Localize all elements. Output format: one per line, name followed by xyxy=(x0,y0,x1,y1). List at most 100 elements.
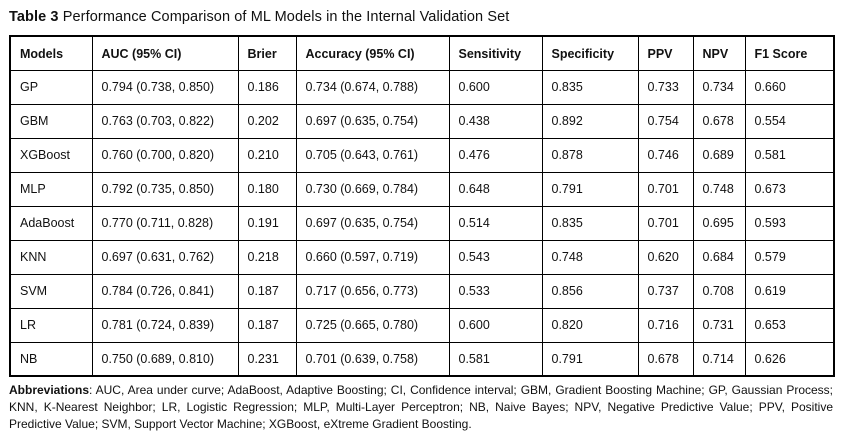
metric-value-cell: 0.730 (0.669, 0.784) xyxy=(295,171,450,207)
column-header: Sensitivity xyxy=(448,35,543,71)
metric-value-cell: 0.717 (0.656, 0.773) xyxy=(295,273,450,309)
metric-value-cell: 0.791 xyxy=(541,171,639,207)
metric-value-cell: 0.748 xyxy=(541,239,639,275)
footnote: Abbreviations: AUC, Area under curve; Ad… xyxy=(9,382,833,433)
table-row: AdaBoost 0.770 (0.711, 0.828) 0.191 0.697 (… xyxy=(9,205,835,241)
model-name-cell: KNN xyxy=(9,239,93,275)
metric-value-cell: 0.733 xyxy=(637,69,694,105)
table-row: GBM 0.763 (0.703, 0.822) 0.202 0.697 (0.635… xyxy=(9,103,835,139)
metric-value-cell: 0.781 (0.724, 0.839) xyxy=(91,307,239,343)
column-header: Models xyxy=(9,35,93,71)
column-header: F1 Score xyxy=(744,35,835,71)
metric-value-cell: 0.701 xyxy=(637,205,694,241)
metric-value-cell: 0.533 xyxy=(448,273,543,309)
metric-value-cell: 0.695 xyxy=(692,205,746,241)
model-name-cell: LR xyxy=(9,307,93,343)
metric-value-cell: 0.760 (0.700, 0.820) xyxy=(91,137,239,173)
metric-value-cell: 0.714 xyxy=(692,341,746,377)
metric-value-cell: 0.792 (0.735, 0.850) xyxy=(91,171,239,207)
metric-value-cell: 0.892 xyxy=(541,103,639,139)
model-name-cell: MLP xyxy=(9,171,93,207)
metric-value-cell: 0.648 xyxy=(448,171,543,207)
metric-value-cell: 0.202 xyxy=(237,103,297,139)
model-name-cell: GP xyxy=(9,69,93,105)
model-name-cell: NB xyxy=(9,341,93,377)
metric-value-cell: 0.770 (0.711, 0.828) xyxy=(91,205,239,241)
metric-value-cell: 0.210 xyxy=(237,137,297,173)
table-row: KNN 0.697 (0.631, 0.762) 0.218 0.660 (0.597… xyxy=(9,239,835,275)
metric-value-cell: 0.678 xyxy=(637,341,694,377)
metric-value-cell: 0.593 xyxy=(744,205,835,241)
metric-value-cell: 0.708 xyxy=(692,273,746,309)
model-name-cell: SVM xyxy=(9,273,93,309)
table-row: GP 0.794 (0.738, 0.850) 0.186 0.734 (0.674,… xyxy=(9,69,835,105)
metric-value-cell: 0.514 xyxy=(448,205,543,241)
metric-value-cell: 0.689 xyxy=(692,137,746,173)
metric-value-cell: 0.784 (0.726, 0.841) xyxy=(91,273,239,309)
metric-value-cell: 0.737 xyxy=(637,273,694,309)
table-row: MLP 0.792 (0.735, 0.850) 0.180 0.730 (0.669… xyxy=(9,171,835,207)
column-header: Brier xyxy=(237,35,297,71)
column-header: AUC (95% CI) xyxy=(91,35,239,71)
metric-value-cell: 0.600 xyxy=(448,69,543,105)
table-row: XGBoost 0.760 (0.700, 0.820) 0.210 0.705 (0… xyxy=(9,137,835,173)
table-row: SVM 0.784 (0.726, 0.841) 0.187 0.717 (0.656… xyxy=(9,273,835,309)
model-name-cell: GBM xyxy=(9,103,93,139)
metric-value-cell: 0.626 xyxy=(744,341,835,377)
metric-value-cell: 0.705 (0.643, 0.761) xyxy=(295,137,450,173)
metric-value-cell: 0.684 xyxy=(692,239,746,275)
metric-value-cell: 0.856 xyxy=(541,273,639,309)
metric-value-cell: 0.734 xyxy=(692,69,746,105)
metric-value-cell: 0.581 xyxy=(744,137,835,173)
column-header: Accuracy (95% CI) xyxy=(295,35,450,71)
metric-value-cell: 0.791 xyxy=(541,341,639,377)
metric-value-cell: 0.187 xyxy=(237,273,297,309)
column-header: NPV xyxy=(692,35,746,71)
metric-value-cell: 0.554 xyxy=(744,103,835,139)
metric-value-cell: 0.697 (0.631, 0.762) xyxy=(91,239,239,275)
performance-table: Models AUC (95% CI) Brier Accuracy (95% CI)… xyxy=(9,35,835,378)
metric-value-cell: 0.754 xyxy=(637,103,694,139)
table-caption: Performance Comparison of ML Models in t… xyxy=(62,9,510,25)
table-body: GP 0.794 (0.738, 0.850) 0.186 0.734 (0.674,… xyxy=(9,69,835,377)
metric-value-cell: 0.600 xyxy=(448,307,543,343)
metric-value-cell: 0.653 xyxy=(744,307,835,343)
metric-value-cell: 0.543 xyxy=(448,239,543,275)
metric-value-cell: 0.750 (0.689, 0.810) xyxy=(91,341,239,377)
metric-value-cell: 0.835 xyxy=(541,69,639,105)
metric-value-cell: 0.734 (0.674, 0.788) xyxy=(295,69,450,105)
metric-value-cell: 0.187 xyxy=(237,307,297,343)
metric-value-cell: 0.878 xyxy=(541,137,639,173)
metric-value-cell: 0.579 xyxy=(744,239,835,275)
metric-value-cell: 0.660 (0.597, 0.719) xyxy=(295,239,450,275)
table-title: Table 3 Performance Comparison of ML Mod… xyxy=(9,9,833,26)
metric-value-cell: 0.673 xyxy=(744,171,835,207)
metric-value-cell: 0.180 xyxy=(237,171,297,207)
metric-value-cell: 0.581 xyxy=(448,341,543,377)
metric-value-cell: 0.725 (0.665, 0.780) xyxy=(295,307,450,343)
column-header: Specificity xyxy=(541,35,639,71)
metric-value-cell: 0.746 xyxy=(637,137,694,173)
header-row: Models AUC (95% CI) Brier Accuracy (95% CI)… xyxy=(9,35,835,71)
model-name-cell: XGBoost xyxy=(9,137,93,173)
metric-value-cell: 0.678 xyxy=(692,103,746,139)
metric-value-cell: 0.794 (0.738, 0.850) xyxy=(91,69,239,105)
column-header: PPV xyxy=(637,35,694,71)
metric-value-cell: 0.620 xyxy=(637,239,694,275)
metric-value-cell: 0.701 (0.639, 0.758) xyxy=(295,341,450,377)
metric-value-cell: 0.731 xyxy=(692,307,746,343)
table-row: LR 0.781 (0.724, 0.839) 0.187 0.725 (0.665,… xyxy=(9,307,835,343)
metric-value-cell: 0.697 (0.635, 0.754) xyxy=(295,103,450,139)
metric-value-cell: 0.191 xyxy=(237,205,297,241)
table-number: Table 3 xyxy=(9,9,59,25)
metric-value-cell: 0.186 xyxy=(237,69,297,105)
model-name-cell: AdaBoost xyxy=(9,205,93,241)
metric-value-cell: 0.619 xyxy=(744,273,835,309)
footnote-label: Abbreviations xyxy=(9,383,90,398)
metric-value-cell: 0.820 xyxy=(541,307,639,343)
metric-value-cell: 0.716 xyxy=(637,307,694,343)
metric-value-cell: 0.701 xyxy=(637,171,694,207)
metric-value-cell: 0.835 xyxy=(541,205,639,241)
metric-value-cell: 0.438 xyxy=(448,103,543,139)
table-row: NB 0.750 (0.689, 0.810) 0.231 0.701 (0.639,… xyxy=(9,341,835,377)
